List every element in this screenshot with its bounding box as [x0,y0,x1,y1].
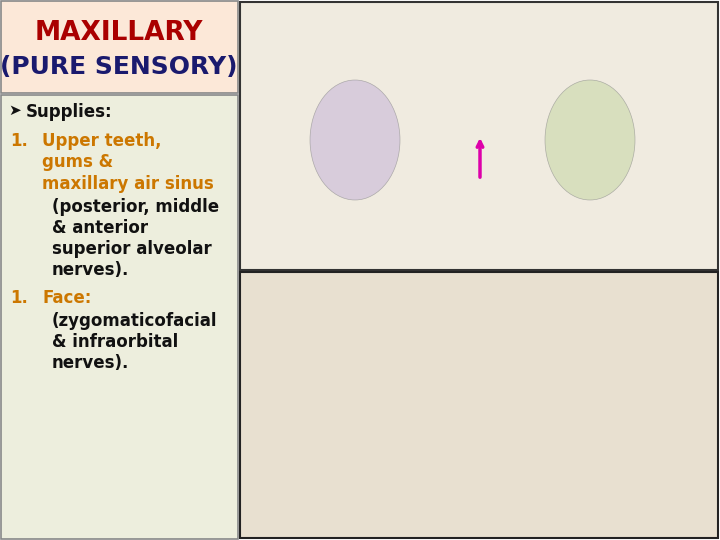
Text: ➤: ➤ [8,103,21,118]
Text: 1.: 1. [10,132,28,150]
Bar [240,272,718,538]
Text: (PURE SENSORY): (PURE SENSORY) [0,55,238,79]
Bar [1,1,238,93]
Text: nerves).: nerves). [52,354,130,372]
Text: gums &: gums & [42,153,113,171]
Ellipse shape [545,80,635,200]
Text: superior alveolar: superior alveolar [52,240,212,258]
Text: Supplies:: Supplies: [26,103,112,121]
Text: Face:: Face: [42,289,91,307]
Bar [239,1,719,539]
Text: & infraorbital: & infraorbital [52,333,179,351]
Text: Upper teeth,: Upper teeth, [42,132,161,150]
Bar [1,95,238,539]
Text: MAXILLARY: MAXILLARY [35,19,203,45]
Bar [240,2,718,270]
Text: nerves).: nerves). [52,261,130,279]
Text: 1.: 1. [10,289,28,307]
Text: maxillary air sinus: maxillary air sinus [42,175,214,193]
Text: & anterior: & anterior [52,219,148,237]
Bar [238,0,720,540]
Text: (posterior, middle: (posterior, middle [52,198,219,216]
Text: (zygomaticofacial: (zygomaticofacial [52,312,217,330]
Ellipse shape [310,80,400,200]
